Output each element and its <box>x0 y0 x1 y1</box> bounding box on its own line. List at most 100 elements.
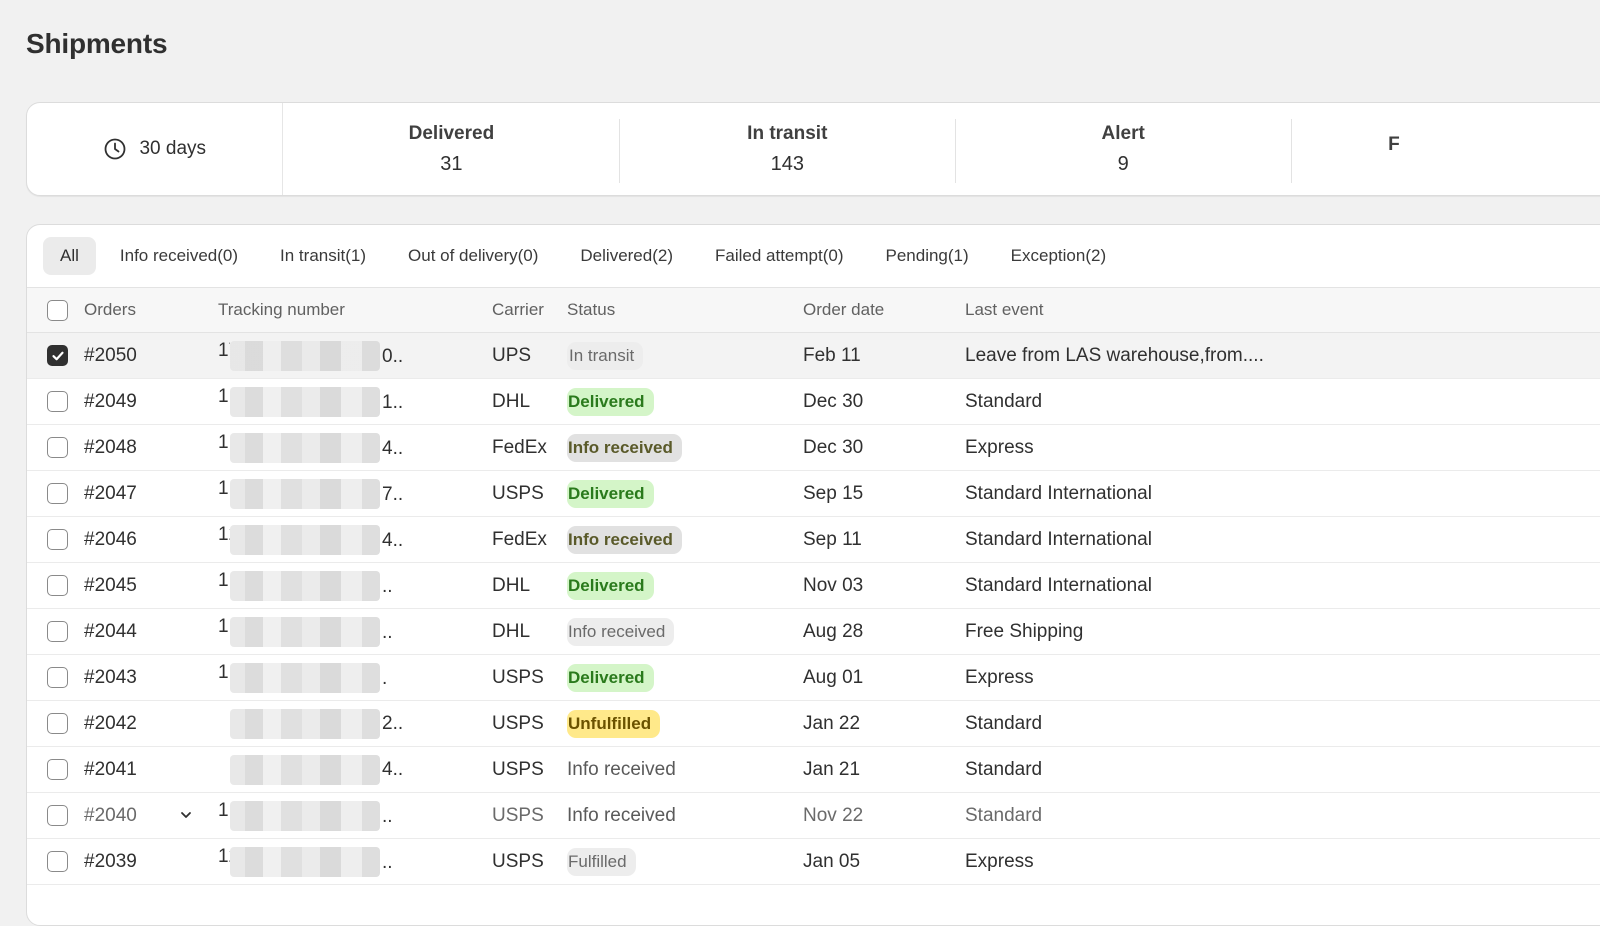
row-checkbox[interactable] <box>47 713 68 734</box>
last-event: Standard <box>965 758 1043 780</box>
order-number[interactable]: #2048 <box>84 437 218 459</box>
stat-label: Delivered <box>408 122 495 144</box>
order-number[interactable]: #2039 <box>84 851 218 873</box>
status-badge: Info received <box>567 433 682 462</box>
table-row[interactable]: #2048 1. 4.. FedEx Info received Dec 30 Expres… <box>27 425 1600 471</box>
order-number[interactable]: #2046 <box>84 529 218 551</box>
tracking-number[interactable]: 1.. <box>218 800 492 832</box>
order-number[interactable]: #2050 <box>84 345 218 367</box>
tracking-prefix: 1 <box>218 615 229 637</box>
column-header-status[interactable]: Status <box>567 300 616 319</box>
tab-delivered[interactable]: Delivered(2) <box>580 246 673 265</box>
order-number[interactable]: #2044 <box>84 621 218 643</box>
row-checkbox[interactable] <box>47 345 68 366</box>
tracking-number[interactable]: 2.. <box>218 708 492 739</box>
last-event: Leave from LAS warehouse,from.... <box>965 344 1264 366</box>
tracking-number[interactable]: 1. 4.. <box>218 432 492 464</box>
carrier: DHL <box>492 620 531 642</box>
select-all-checkbox[interactable] <box>47 299 68 321</box>
tracking-number[interactable]: 1 1.. <box>218 386 492 418</box>
row-checkbox[interactable] <box>47 529 68 550</box>
tab-in-transit[interactable]: In transit(1) <box>280 246 367 265</box>
tracking-prefix: 1. <box>218 431 230 453</box>
tracking-number[interactable]: 1.. <box>218 616 492 648</box>
stat-partial[interactable]: F <box>1291 103 1600 195</box>
redacted-blur <box>230 571 380 602</box>
tracking-suffix: 4.. <box>382 437 404 459</box>
stat-in-transit[interactable]: In transit 143 <box>619 103 955 195</box>
row-checkbox[interactable] <box>47 759 68 780</box>
row-checkbox[interactable] <box>47 805 68 826</box>
tracking-suffix: 2.. <box>382 712 404 734</box>
tracking-prefix: 1 <box>218 799 229 821</box>
order-number[interactable]: #2049 <box>84 391 218 413</box>
row-checkbox[interactable] <box>47 621 68 642</box>
tracking-number[interactable]: 1. <box>218 662 492 694</box>
order-number-text: #2042 <box>84 712 137 734</box>
tab-exception[interactable]: Exception(2) <box>1010 246 1107 265</box>
order-number[interactable]: #2041 <box>84 759 218 781</box>
table-row[interactable]: #2046 12 4.. FedEx Info received Sep 11 Standa… <box>27 517 1600 563</box>
tracking-number[interactable]: 12.. <box>218 846 492 878</box>
tracking-suffix: .. <box>382 575 393 597</box>
table-row[interactable]: #2049 1 1.. DHL Delivered Dec 30 Standard <box>27 379 1600 425</box>
status-badge: Info received <box>567 617 675 646</box>
tab-pending[interactable]: Pending(1) <box>885 246 969 265</box>
column-header-last-event[interactable]: Last event <box>965 300 1044 319</box>
chevron-down-icon[interactable] <box>179 808 193 822</box>
status-badge: Delivered <box>567 663 654 692</box>
tab-all[interactable]: All <box>43 237 96 275</box>
last-event: Express <box>965 850 1034 872</box>
tracking-number[interactable]: 4.. <box>218 754 492 785</box>
order-number[interactable]: #2042 <box>84 713 218 735</box>
carrier: USPS <box>492 712 544 734</box>
tracking-prefix: 17 <box>218 339 230 361</box>
row-checkbox[interactable] <box>47 483 68 504</box>
status-tabs: All Info received(0) In transit(1) Out of d… <box>27 225 1600 288</box>
tracking-number[interactable]: 1... <box>218 570 492 602</box>
tab-info-received[interactable]: Info received(0) <box>119 246 239 265</box>
row-checkbox[interactable] <box>47 575 68 596</box>
column-header-tracking[interactable]: Tracking number <box>218 300 345 319</box>
table-row[interactable]: #2043 1. USPS Delivered Aug 01 Express <box>27 655 1600 701</box>
tracking-number[interactable]: 12 4.. <box>218 524 492 556</box>
table-row[interactable]: #2040 1.. USPS Info received Nov 22 Standard <box>27 793 1600 839</box>
order-number-text: #2050 <box>84 344 137 366</box>
tracking-suffix: 1.. <box>382 391 404 413</box>
stat-alert[interactable]: Alert 9 <box>955 103 1291 195</box>
last-event: Express <box>965 436 1034 458</box>
row-checkbox[interactable] <box>47 667 68 688</box>
column-header-order-date[interactable]: Order date <box>803 300 885 319</box>
tab-failed-attempt[interactable]: Failed attempt(0) <box>715 246 844 265</box>
tracking-suffix: 4.. <box>382 529 404 551</box>
tab-out-of-delivery[interactable]: Out of delivery(0) <box>408 246 539 265</box>
row-checkbox[interactable] <box>47 391 68 412</box>
table-row[interactable]: #2041 4.. USPS Info received Jan 21 Standard <box>27 747 1600 793</box>
table-row[interactable]: #2042 2.. USPS Unfulfilled Jan 22 Standard <box>27 701 1600 747</box>
tracking-prefix: 1. <box>218 477 230 499</box>
table-row[interactable]: #2044 1.. DHL Info received Aug 28 Free Shipp… <box>27 609 1600 655</box>
carrier: FedEx <box>492 528 547 550</box>
order-number[interactable]: #2040 <box>84 805 218 827</box>
redacted-blur <box>230 387 380 418</box>
order-date: Dec 30 <box>803 436 864 458</box>
table-row[interactable]: #2047 1. 7.. USPS Delivered Sep 15 Standard In… <box>27 471 1600 517</box>
last-event: Free Shipping <box>965 620 1084 642</box>
column-header-orders[interactable]: Orders <box>84 300 136 319</box>
order-number[interactable]: #2045 <box>84 575 218 597</box>
tracking-number[interactable]: 17 0.. <box>218 340 492 372</box>
column-header-carrier[interactable]: Carrier <box>492 300 544 319</box>
date-range-selector[interactable]: 30 days <box>27 103 284 195</box>
status-badge: Unfulfilled <box>567 709 661 738</box>
table-row[interactable]: #2050 17 0.. UPS In transit Feb 11 Leave from … <box>27 333 1600 379</box>
order-number[interactable]: #2047 <box>84 483 218 505</box>
row-checkbox[interactable] <box>47 437 68 458</box>
row-checkbox[interactable] <box>47 851 68 872</box>
tracking-suffix: . <box>382 667 388 689</box>
order-number[interactable]: #2043 <box>84 667 218 689</box>
stat-delivered[interactable]: Delivered 31 <box>283 103 619 195</box>
order-number-text: #2046 <box>84 528 137 550</box>
tracking-number[interactable]: 1. 7.. <box>218 478 492 510</box>
